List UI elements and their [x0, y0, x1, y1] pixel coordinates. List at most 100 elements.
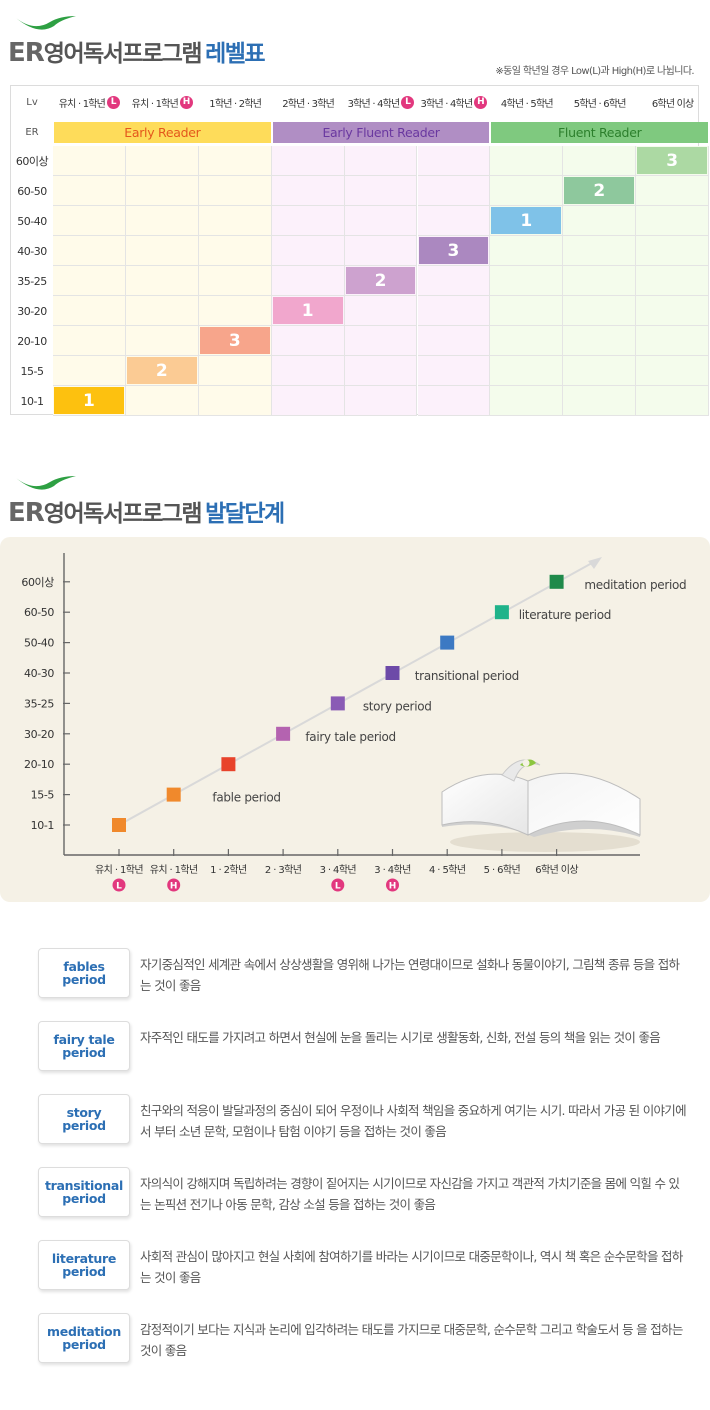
table-cell [490, 356, 564, 386]
x-tick-label: 4 · 5학년 [429, 864, 466, 876]
x-tick-label: 5 · 6학년 [484, 864, 521, 876]
table-cell [198, 386, 272, 416]
table-cell [125, 326, 199, 356]
table-cell [490, 146, 564, 176]
level-table-header: ER영어독서프로그램 레벨표 [8, 14, 408, 68]
table-cell [490, 296, 564, 326]
grade-badge: L [401, 95, 415, 109]
open-book-icon [441, 759, 641, 852]
period-description: 자기중심적인 세계관 속에서 상상생활을 영위해 나가는 연령대이므로 설화나 … [140, 957, 680, 993]
table-cell [125, 296, 199, 326]
grade-badge-label: L [116, 882, 122, 892]
level-table: Lv 유치 · 1학년 L 유치 · 1학년 H 1학년 · 2학년 2학년 · 3학년 3학… [10, 85, 710, 416]
grade-column-header: 유치 · 1학년 L [53, 86, 126, 118]
table-cell [198, 206, 272, 236]
table-cell [125, 206, 199, 236]
table-cell [636, 326, 710, 356]
table-cell [53, 176, 126, 206]
data-point [276, 726, 291, 741]
development-header: ER영어독서프로그램 발달단계 [8, 474, 408, 528]
period-name-box: fairy tale period [38, 1021, 130, 1071]
y-tick-label: 30-20 [24, 728, 54, 741]
table-cell [636, 386, 710, 416]
table-cell [490, 326, 564, 356]
period-description: 친구와의 적응이 발달과정의 중심이 되어 우정이나 사회적 책임을 중요하게 … [140, 1103, 687, 1139]
table-cell [271, 356, 345, 386]
period-annotation: transitional period [415, 669, 519, 683]
level-block: 3 [199, 327, 270, 354]
table-cell [125, 146, 199, 176]
development-chart-svg: 10-1 15-5 20-10 30-20 35-25 40-30 50-40 60-50 60… [21, 553, 687, 892]
period-annotation: literature period [519, 608, 611, 622]
period-name-box: transitional period [38, 1167, 130, 1217]
y-tick-label: 60이상 [21, 576, 54, 589]
table-cell [563, 266, 637, 296]
er-row-label: 15-5 [20, 364, 44, 378]
grade-label: 3학년 · 4학년 [347, 98, 401, 110]
table-cell [53, 266, 126, 296]
grade-column-header: 1학년 · 2학년 [199, 86, 272, 118]
table-cell [563, 386, 637, 416]
grade-column-header: 4학년 · 5학년 [490, 86, 563, 118]
level-block: 1 [272, 297, 343, 324]
y-tick-label: 40-30 [24, 667, 54, 680]
grade-label: 1학년 · 2학년 [209, 98, 262, 110]
grade-badge: H [179, 95, 193, 109]
er-row-label: 50-40 [17, 214, 47, 228]
table-cell [636, 356, 710, 386]
y-tick-label: 60-50 [24, 606, 54, 619]
er-row-label: 40-30 [17, 244, 47, 258]
table-cell [198, 146, 272, 176]
er-row-label: 60-50 [17, 184, 47, 198]
table-cell [417, 176, 491, 206]
table-cell [271, 236, 345, 266]
table-cell [198, 356, 272, 386]
table-cell [563, 206, 637, 236]
x-tick-label: 3 · 4학년 [374, 864, 411, 876]
level-block: 2 [564, 177, 635, 204]
data-point [440, 635, 455, 650]
data-point [330, 696, 345, 711]
table-cell [344, 356, 418, 386]
y-tick-label: 20-10 [24, 758, 54, 771]
grade-badge-icon [386, 878, 399, 892]
data-point [494, 605, 509, 620]
table-cell [344, 206, 418, 236]
reader-group-bar: Fluent Reader [491, 122, 709, 143]
table-cell [53, 146, 126, 176]
level-block: 1 [54, 387, 124, 414]
table-cell [53, 236, 126, 266]
grade-badge: L [107, 95, 121, 109]
table-cell [417, 206, 491, 236]
period-item: fairy tale period 자주적인 태도를 가지려고 하면서 현실에 눈… [38, 1021, 688, 1073]
reader-group-bar: Early Fluent Reader [272, 122, 490, 143]
table-cell [125, 236, 199, 266]
period-description: 자주적인 태도를 가지려고 하면서 현실에 눈을 돌리는 시기로 생활동화, 신… [140, 1030, 661, 1045]
grade-label: 유치 · 1학년 [131, 98, 179, 110]
table-cell [198, 266, 272, 296]
grade-column-header: 유치 · 1학년 H [126, 86, 199, 118]
period-description: 자의식이 강해지며 독립하려는 경향이 짙어지는 시기이므로 자신감을 가지고 … [140, 1176, 680, 1212]
grade-label: 6학년 이상 [651, 98, 694, 110]
table-cell [636, 296, 710, 326]
table-cell [563, 146, 637, 176]
data-point [166, 787, 181, 802]
section-title: ER영어독서프로그램 발달단계 [8, 498, 285, 528]
period-annotation: meditation period [584, 578, 686, 592]
table-cell [53, 296, 126, 326]
grade-badge-icon [331, 878, 345, 892]
table-cell [417, 356, 491, 386]
table-cell [417, 146, 491, 176]
leaf-logo-icon [16, 16, 76, 30]
level-block: 3 [637, 147, 708, 174]
table-cell [490, 176, 564, 206]
level-block: 1 [491, 207, 562, 234]
table-cell [271, 326, 345, 356]
er-row-label: 10-1 [20, 394, 44, 408]
trend-arrow-icon [588, 557, 602, 569]
grade-column-header: 5학년 · 6학년 [563, 86, 636, 118]
x-tick-label: 3 · 4학년 [320, 864, 357, 876]
data-point [221, 757, 236, 772]
level-block: 2 [345, 267, 416, 294]
period-annotation: fable period [212, 791, 280, 805]
